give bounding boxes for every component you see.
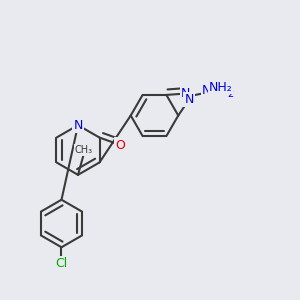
- Text: CH₃: CH₃: [75, 145, 93, 155]
- Text: NH₂: NH₂: [208, 80, 232, 94]
- Text: O: O: [116, 139, 125, 152]
- Text: Cl: Cl: [56, 257, 68, 270]
- Text: 2: 2: [227, 89, 233, 99]
- Text: NH: NH: [202, 84, 221, 97]
- Text: N: N: [181, 87, 190, 100]
- Text: N: N: [184, 93, 194, 106]
- Text: N: N: [73, 119, 83, 132]
